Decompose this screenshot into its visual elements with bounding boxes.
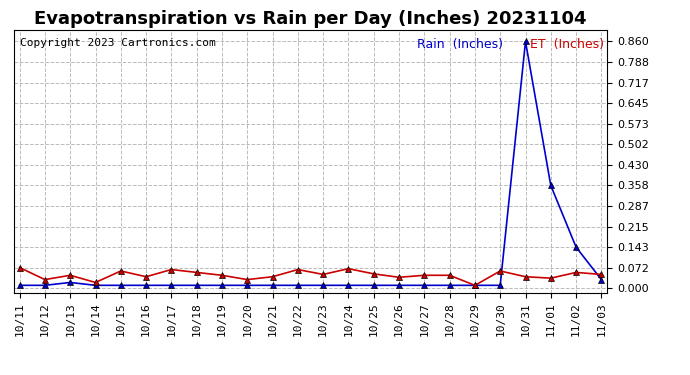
- Line: ET  (Inches): ET (Inches): [17, 265, 604, 288]
- Rain  (Inches): [167, 283, 175, 288]
- ET  (Inches): [522, 274, 530, 279]
- ET  (Inches): [66, 273, 75, 278]
- Rain  (Inches): [522, 39, 530, 44]
- ET  (Inches): [243, 278, 251, 282]
- Rain  (Inches): [572, 245, 580, 249]
- ET  (Inches): [15, 265, 23, 270]
- ET  (Inches): [117, 269, 125, 273]
- ET  (Inches): [91, 280, 99, 285]
- ET  (Inches): [268, 274, 277, 279]
- Text: ET  (Inches): ET (Inches): [530, 38, 604, 51]
- ET  (Inches): [319, 272, 327, 277]
- Rain  (Inches): [319, 283, 327, 288]
- ET  (Inches): [572, 270, 580, 274]
- Rain  (Inches): [193, 283, 201, 288]
- Rain  (Inches): [218, 283, 226, 288]
- Rain  (Inches): [546, 183, 555, 188]
- Rain  (Inches): [268, 283, 277, 288]
- ET  (Inches): [370, 272, 378, 276]
- ET  (Inches): [496, 269, 504, 273]
- Rain  (Inches): [66, 280, 75, 285]
- ET  (Inches): [193, 270, 201, 274]
- ET  (Inches): [598, 272, 606, 277]
- Rain  (Inches): [344, 283, 353, 288]
- Line: Rain  (Inches): Rain (Inches): [17, 39, 604, 288]
- ET  (Inches): [167, 267, 175, 272]
- Rain  (Inches): [598, 278, 606, 282]
- Text: Copyright 2023 Cartronics.com: Copyright 2023 Cartronics.com: [20, 38, 215, 48]
- Rain  (Inches): [15, 283, 23, 288]
- Rain  (Inches): [142, 283, 150, 288]
- ET  (Inches): [446, 273, 454, 278]
- Rain  (Inches): [395, 283, 403, 288]
- ET  (Inches): [471, 283, 479, 288]
- ET  (Inches): [420, 273, 428, 278]
- ET  (Inches): [218, 273, 226, 278]
- ET  (Inches): [142, 274, 150, 279]
- Rain  (Inches): [471, 283, 479, 288]
- ET  (Inches): [344, 267, 353, 271]
- Rain  (Inches): [420, 283, 428, 288]
- ET  (Inches): [41, 278, 49, 282]
- Rain  (Inches): [91, 283, 99, 288]
- Rain  (Inches): [243, 283, 251, 288]
- Rain  (Inches): [41, 283, 49, 288]
- Rain  (Inches): [446, 283, 454, 288]
- Text: Rain  (Inches): Rain (Inches): [417, 38, 503, 51]
- ET  (Inches): [395, 275, 403, 279]
- ET  (Inches): [546, 276, 555, 280]
- Rain  (Inches): [496, 283, 504, 288]
- Rain  (Inches): [117, 283, 125, 288]
- Title: Evapotranspiration vs Rain per Day (Inches) 20231104: Evapotranspiration vs Rain per Day (Inch…: [34, 10, 586, 28]
- Rain  (Inches): [294, 283, 302, 288]
- Rain  (Inches): [370, 283, 378, 288]
- ET  (Inches): [294, 267, 302, 272]
